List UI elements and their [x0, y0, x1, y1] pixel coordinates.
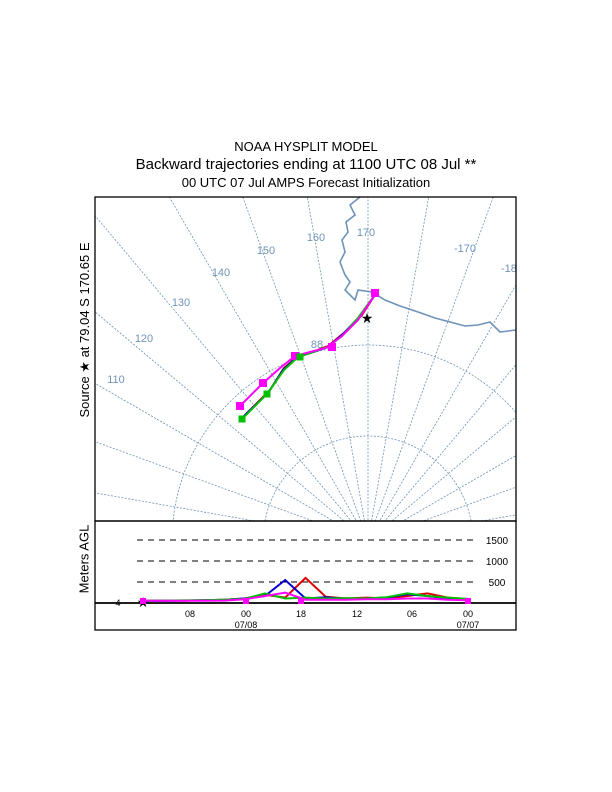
height-level-label: 500 — [489, 578, 506, 589]
chart-subtitle2: 00 UTC 07 Jul AMPS Forecast Initializati… — [181, 175, 431, 190]
time-tick-label: 08 — [185, 609, 195, 619]
meridian-label: 110 — [107, 374, 125, 386]
meridian-line — [168, 197, 357, 521]
trajectory-marker — [259, 379, 267, 387]
height-ylabel: Meters AGL — [76, 524, 92, 594]
time-date-label: 07/08 — [235, 620, 258, 630]
meridian-line — [384, 363, 516, 521]
meridian-line — [95, 492, 257, 521]
source-star-icon: ★ — [361, 310, 374, 326]
meridian-line — [371, 197, 430, 521]
height-marker — [140, 598, 146, 604]
trajectory-magenta — [239, 292, 377, 407]
meridian-label: 120 — [135, 333, 153, 345]
meridian-label: 160 — [307, 232, 325, 244]
time-tick-label: 18 — [296, 609, 306, 619]
height-marker — [243, 598, 249, 604]
height-level-label: 1500 — [486, 536, 509, 547]
time-date-label: 07/07 — [457, 620, 480, 630]
latitude-circle — [264, 435, 472, 521]
meridian-line — [374, 197, 494, 521]
map-ylabel: Source ★ at 79.04 S 170.65 E — [77, 242, 92, 418]
height-frame — [94, 520, 517, 631]
chart-title: NOAA HYSPLIT MODEL — [234, 139, 378, 154]
time-tick-label: 00 — [241, 609, 251, 619]
meridian-line — [379, 283, 516, 521]
trajectory-marker — [238, 415, 246, 423]
trajectory-marker — [236, 402, 244, 410]
trajectory-marker — [263, 390, 271, 398]
meridian-label: 170 — [357, 227, 375, 239]
meridian-label: 140 — [212, 267, 230, 279]
trajectory-green — [241, 295, 375, 420]
trajectory-marker — [296, 353, 304, 361]
height-marker — [465, 598, 471, 604]
meridian-line — [421, 486, 516, 521]
trajectory-marker — [291, 352, 299, 360]
chart-subtitle: Backward trajectories ending at 1100 UTC… — [135, 156, 477, 173]
meridian-line — [95, 311, 345, 521]
meridian-label: -170 — [454, 243, 476, 255]
meridian-line — [479, 514, 516, 521]
meridian-line — [95, 382, 335, 521]
trajectory-marker — [371, 289, 379, 297]
height-marker — [298, 598, 304, 604]
time-tick-label: 00 — [463, 609, 473, 619]
height-series-magenta — [143, 591, 469, 602]
meridian-label: -180 — [501, 263, 523, 275]
meridian-line — [306, 197, 365, 521]
meridian-line — [401, 455, 516, 521]
height-level-label: 1000 — [486, 557, 509, 568]
time-tick-label: 06 — [407, 609, 417, 619]
start-height-label: 4 — [115, 598, 120, 608]
meridian-line — [95, 441, 315, 521]
meridian-line — [242, 197, 362, 521]
coastline — [339, 197, 516, 333]
map-frame — [94, 196, 517, 522]
meridian-label: 150 — [257, 245, 275, 257]
trajectory-marker — [328, 343, 336, 351]
time-tick-label: 12 — [352, 609, 362, 619]
meridian-line — [391, 416, 516, 521]
meridian-label: 130 — [172, 297, 190, 309]
meridian-line — [95, 215, 352, 521]
meridian-line — [368, 541, 612, 746]
